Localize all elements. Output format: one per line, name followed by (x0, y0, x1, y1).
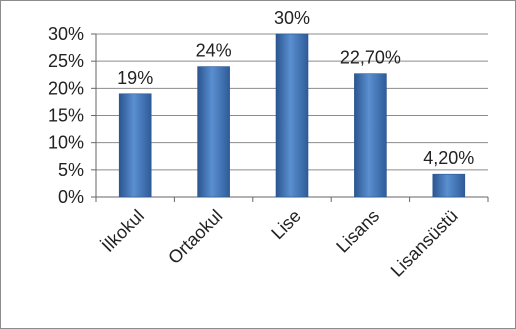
bar (433, 174, 465, 197)
category-label: Ortaokul (164, 206, 226, 268)
bar (354, 74, 386, 197)
category-label: Lisans (332, 206, 383, 257)
bar (276, 34, 308, 197)
y-tick-label: 10% (48, 133, 84, 153)
data-label: 30% (274, 8, 310, 28)
category-label: İlkokul (98, 206, 148, 256)
y-tick-label: 15% (48, 106, 84, 126)
bar (198, 67, 230, 197)
data-label: 22,70% (340, 48, 401, 68)
y-tick-label: 0% (58, 187, 84, 207)
y-tick-label: 25% (48, 51, 84, 71)
data-label: 4,20% (423, 148, 474, 168)
category-label: Lisansüstü (387, 206, 462, 281)
bar (119, 94, 151, 197)
y-tick-label: 20% (48, 78, 84, 98)
y-tick-label: 5% (58, 160, 84, 180)
y-tick-label: 30% (48, 24, 84, 44)
data-label: 24% (196, 41, 232, 61)
labels: 0% 5% 10% 15% 20% 25% 30% 19% İlkokul 24% Ortaokul… (48, 8, 474, 281)
category-label: Lise (267, 206, 304, 243)
data-label: 19% (117, 68, 153, 88)
